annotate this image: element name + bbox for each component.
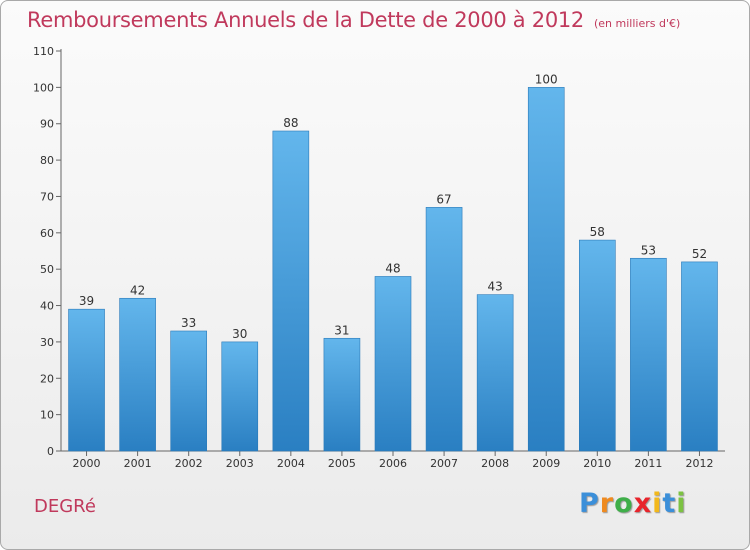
bar [476, 294, 514, 452]
x-tick-label: 2001 [124, 457, 152, 470]
x-tick-label: 2008 [481, 457, 509, 470]
y-tick-label: 20 [40, 372, 54, 385]
bar-value-label: 58 [590, 225, 605, 239]
bar [68, 308, 105, 452]
bar-value-label: 30 [232, 327, 247, 341]
bar-value-label: 39 [79, 294, 94, 308]
x-tick-label: 2005 [328, 457, 356, 470]
bar [681, 261, 718, 452]
x-tick-label: 2006 [379, 457, 407, 470]
y-tick-label: 110 [33, 45, 54, 58]
bar [323, 337, 361, 452]
x-tick-label: 2003 [226, 457, 254, 470]
y-tick-label: 30 [40, 336, 54, 349]
x-tick-label: 2007 [430, 457, 458, 470]
y-tick-label: 10 [40, 409, 54, 422]
bar-value-label: 33 [181, 316, 196, 330]
bar [221, 341, 259, 452]
bar-value-label: 53 [641, 243, 656, 257]
bar [374, 276, 412, 452]
bar [170, 330, 207, 452]
x-tick-label: 2002 [175, 457, 203, 470]
bar-value-label: 67 [436, 192, 451, 206]
logo-letter: t [662, 488, 677, 519]
bar [272, 130, 310, 452]
chart-subtitle: (en milliers d'€) [594, 17, 681, 30]
x-tick-label: 2000 [73, 457, 101, 470]
x-tick-label: 2010 [583, 457, 611, 470]
bar-value-label: 43 [488, 280, 503, 294]
bar-value-label: 48 [385, 261, 400, 275]
proxiti-logo: Proxiti [579, 488, 687, 519]
chart-title-text: Remboursements Annuels de la Dette de 20… [27, 8, 584, 32]
bar-value-label: 52 [692, 247, 707, 261]
x-tick-label: 2004 [277, 457, 305, 470]
logo-letter: i [676, 488, 687, 519]
y-tick-label: 60 [40, 227, 54, 240]
logo-letter: x [633, 488, 653, 519]
y-tick-label: 50 [40, 263, 54, 276]
logo-letter: r [599, 488, 615, 519]
y-tick-label: 0 [47, 445, 54, 458]
y-tick-label: 70 [40, 190, 54, 203]
bar-value-label: 31 [334, 323, 349, 337]
y-tick-label: 100 [33, 81, 54, 94]
chart-title: Remboursements Annuels de la Dette de 20… [27, 8, 680, 32]
bar-value-label: 42 [130, 283, 145, 297]
x-tick-label: 2012 [685, 457, 713, 470]
axes: 0 10 20 30 40 50 60 70 80 90 100 110 2000 2001 2002 200… [33, 45, 725, 470]
logo-letter: P [579, 488, 600, 519]
bar [425, 207, 463, 452]
bars [68, 87, 718, 452]
bar [579, 239, 616, 452]
bar [630, 257, 667, 452]
bar-value-label: 88 [283, 116, 298, 130]
bar [119, 297, 156, 452]
bar [527, 87, 565, 452]
data-labels: 39 42 33 30 88 31 48 67 43 100 58 53 52 [79, 72, 707, 341]
logo-letter: o [614, 488, 634, 519]
y-tick-label: 80 [40, 154, 54, 167]
logo-letter: i [652, 488, 663, 519]
commune-name: DEGRé [34, 496, 96, 517]
x-tick-label: 2011 [634, 457, 662, 470]
x-tick-label: 2009 [532, 457, 560, 470]
bar-value-label: 100 [535, 72, 558, 86]
y-tick-label: 90 [40, 118, 54, 131]
y-tick-label: 40 [40, 300, 54, 313]
